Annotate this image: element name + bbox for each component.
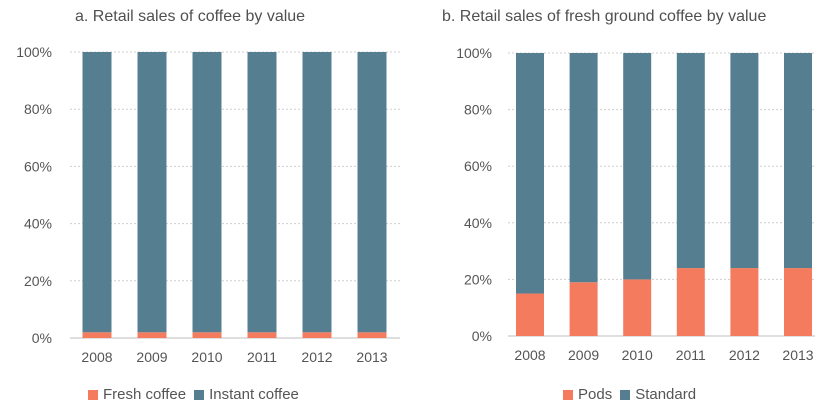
y-tick-label-a-100: 100% (16, 44, 52, 60)
bar-a-fresh-coffee-2011 (247, 332, 277, 338)
x-tick-label-b-2010: 2010 (622, 347, 653, 363)
y-tick-label-b-0: 0% (472, 328, 492, 344)
bar-a-fresh-coffee-2008 (82, 332, 112, 338)
legend-a: Fresh coffee Instant coffee (88, 386, 307, 403)
bar-a-instant-coffee-2013 (357, 52, 387, 333)
legend-item-instant-coffee: Instant coffee (194, 386, 299, 403)
bar-a-instant-coffee-2008 (82, 52, 112, 333)
y-tick-label-b-40: 40% (464, 215, 492, 231)
bar-b-standard-2010 (623, 53, 652, 280)
bar-a-fresh-coffee-2013 (357, 332, 387, 338)
chart-plot-a: 0% 20% 40% 60% 80% 100% 2008 2009 2010 2011 2012 20… (16, 44, 400, 365)
legend-label-fresh-coffee: Fresh coffee (103, 386, 187, 403)
legend-label-pods: Pods (578, 386, 613, 403)
bar-b-pods-2011 (676, 268, 705, 336)
legend-item-standard: Standard (620, 386, 696, 403)
chart-plot-b: 0% 20% 40% 60% 80% 100% 2008 2009 2010 2011 2012 20… (456, 45, 815, 363)
x-tick-label-b-2009: 2009 (568, 347, 599, 363)
y-tick-label-a-80: 80% (24, 101, 52, 117)
y-tick-label-b-20: 20% (464, 271, 492, 287)
x-tick-label-a-2011: 2011 (247, 349, 277, 365)
x-tick-label-b-2011: 2011 (676, 347, 706, 363)
y-tick-label-a-40: 40% (24, 216, 52, 232)
legend-item-pods: Pods (563, 386, 612, 403)
bar-b-pods-2012 (730, 268, 759, 336)
bar-b-pods-2010 (623, 279, 652, 336)
bar-b-pods-2008 (516, 293, 544, 336)
x-tick-label-a-2013: 2013 (356, 349, 387, 365)
chart-panel-a: a. Retail sales of coffee by value 0% 20%… (16, 8, 400, 403)
y-tick-label-b-60: 60% (464, 158, 492, 174)
legend-item-fresh-coffee: Fresh coffee (88, 386, 186, 403)
bar-b-standard-2011 (676, 53, 705, 269)
bar-a-fresh-coffee-2010 (192, 332, 222, 338)
x-tick-label-b-2013: 2013 (782, 347, 813, 363)
x-tick-label-a-2010: 2010 (191, 349, 222, 365)
bar-a-instant-coffee-2012 (302, 52, 332, 333)
x-tick-label-a-2012: 2012 (301, 349, 332, 365)
bar-a-instant-coffee-2010 (192, 52, 222, 333)
legend-swatch-pods (563, 389, 573, 400)
legend-swatch-fresh-coffee (88, 389, 98, 400)
bar-b-standard-2012 (730, 53, 759, 269)
bar-b-standard-2009 (569, 53, 598, 283)
bar-a-instant-coffee-2009 (137, 52, 167, 333)
y-tick-label-a-20: 20% (24, 273, 52, 289)
x-tick-label-b-2008: 2008 (514, 347, 545, 363)
bar-b-pods-2009 (569, 282, 598, 336)
bar-a-fresh-coffee-2009 (137, 332, 167, 338)
x-tick-label-a-2009: 2009 (136, 349, 167, 365)
chart-panel-b: b. Retail sales of fresh ground coffee b… (415, 0, 830, 405)
legend-label-instant-coffee: Instant coffee (209, 386, 299, 403)
y-tick-label-a-60: 60% (24, 158, 52, 174)
bar-a-fresh-coffee-2012 (302, 332, 332, 338)
legend-swatch-instant-coffee (194, 389, 205, 400)
x-tick-label-b-2012: 2012 (729, 347, 760, 363)
x-tick-label-a-2008: 2008 (81, 349, 112, 365)
chart-title-a: a. Retail sales of coffee by value (75, 8, 306, 25)
y-tick-label-a-0: 0% (32, 330, 52, 346)
bar-b-pods-2013 (784, 268, 812, 336)
chart-title-b: b. Retail sales of fresh ground coffee b… (442, 8, 767, 25)
legend-label-standard: Standard (635, 386, 697, 403)
bar-b-standard-2008 (516, 53, 544, 294)
legend-swatch-standard (620, 389, 631, 400)
y-tick-label-b-100: 100% (456, 45, 492, 61)
bar-a-instant-coffee-2011 (247, 52, 277, 333)
y-tick-label-b-80: 80% (464, 102, 492, 118)
legend-b: Pods Standard (563, 386, 704, 403)
bar-b-standard-2013 (784, 53, 812, 269)
